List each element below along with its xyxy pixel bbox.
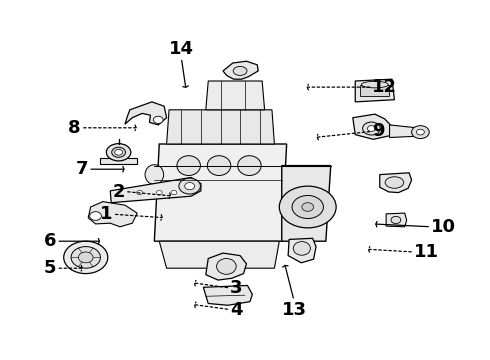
Ellipse shape: [385, 177, 404, 188]
Text: 12: 12: [372, 78, 397, 96]
Text: 7: 7: [75, 160, 88, 178]
Text: 4: 4: [230, 301, 243, 319]
Text: 5: 5: [44, 259, 56, 277]
Ellipse shape: [361, 81, 388, 88]
Polygon shape: [203, 285, 252, 305]
Polygon shape: [88, 202, 137, 227]
Circle shape: [179, 178, 200, 194]
Circle shape: [185, 183, 195, 190]
Polygon shape: [206, 81, 265, 110]
Text: 13: 13: [281, 301, 307, 319]
Circle shape: [115, 149, 122, 155]
Ellipse shape: [177, 156, 200, 175]
Ellipse shape: [233, 66, 247, 76]
Polygon shape: [125, 102, 167, 125]
Circle shape: [71, 247, 100, 268]
Text: 9: 9: [372, 122, 385, 140]
Circle shape: [363, 122, 380, 135]
Polygon shape: [390, 125, 427, 138]
Ellipse shape: [207, 156, 231, 175]
Polygon shape: [380, 173, 412, 193]
Circle shape: [391, 216, 401, 224]
Circle shape: [90, 212, 101, 220]
Polygon shape: [282, 166, 331, 241]
Circle shape: [64, 241, 108, 274]
Polygon shape: [355, 79, 394, 102]
Text: 8: 8: [68, 119, 81, 137]
Polygon shape: [159, 241, 279, 268]
Ellipse shape: [238, 156, 261, 175]
Text: 6: 6: [44, 232, 56, 250]
Text: 10: 10: [431, 218, 456, 236]
Ellipse shape: [112, 147, 125, 157]
Circle shape: [416, 129, 424, 135]
Circle shape: [302, 203, 314, 211]
Polygon shape: [223, 61, 258, 79]
Circle shape: [171, 190, 177, 195]
Circle shape: [156, 190, 162, 195]
Circle shape: [368, 126, 375, 131]
Circle shape: [412, 126, 429, 139]
Text: 2: 2: [112, 183, 125, 201]
Circle shape: [279, 186, 336, 228]
Text: 1: 1: [100, 205, 113, 223]
Bar: [100, 158, 137, 164]
Ellipse shape: [293, 242, 311, 255]
Ellipse shape: [106, 144, 131, 161]
Polygon shape: [110, 177, 201, 203]
Circle shape: [78, 252, 93, 263]
Bar: [360, 85, 389, 96]
Circle shape: [292, 195, 323, 219]
Polygon shape: [353, 114, 392, 139]
Circle shape: [153, 116, 163, 123]
Ellipse shape: [145, 165, 164, 184]
Circle shape: [137, 190, 143, 195]
Polygon shape: [167, 110, 274, 144]
Polygon shape: [206, 253, 246, 280]
Polygon shape: [154, 144, 287, 241]
Ellipse shape: [217, 258, 236, 274]
Polygon shape: [386, 213, 407, 227]
Text: 14: 14: [169, 40, 194, 58]
Text: 11: 11: [414, 243, 439, 261]
Text: 3: 3: [230, 279, 243, 297]
Polygon shape: [288, 238, 316, 263]
